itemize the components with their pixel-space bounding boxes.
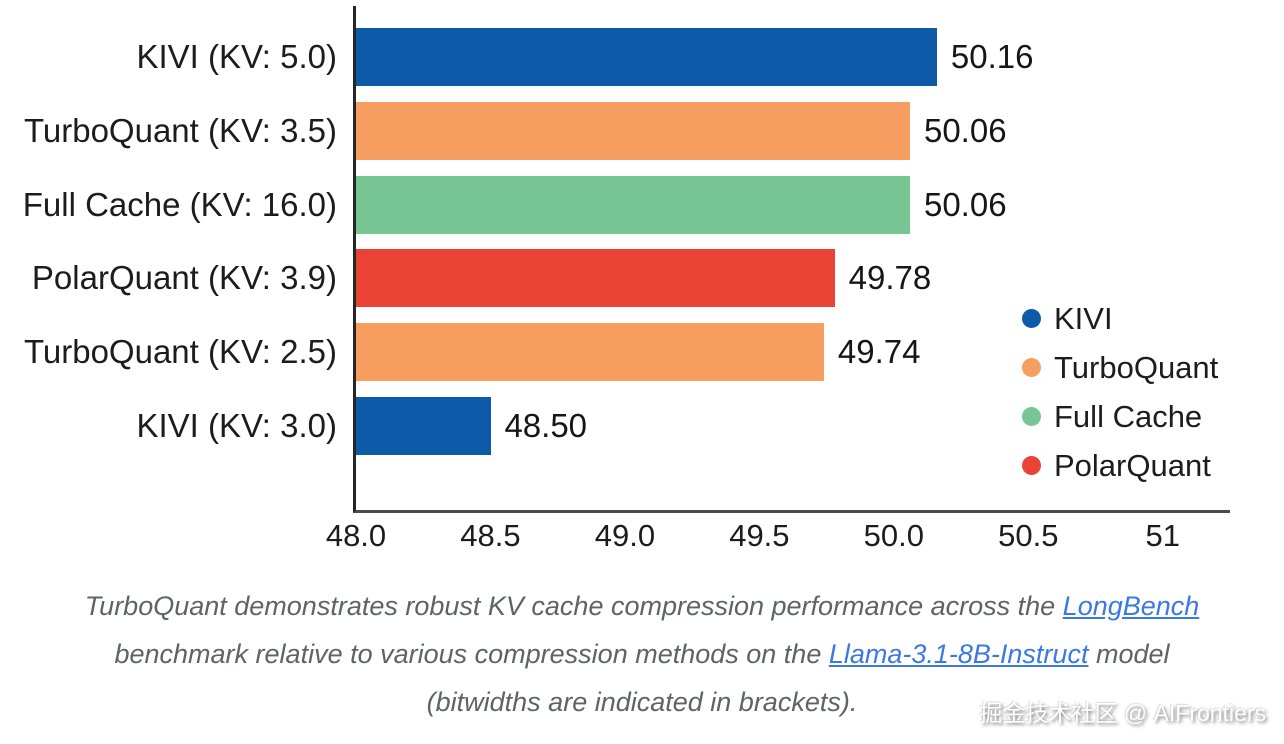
bar (356, 249, 835, 308)
y-axis-label: TurboQuant (KV: 3.5) (23, 111, 337, 149)
bar (356, 28, 937, 86)
x-axis-tick-label: 50.5 (998, 518, 1059, 553)
y-axis-label: KIVI (KV: 3.0) (136, 407, 337, 444)
y-axis-label: TurboQuant (KV: 2.5) (23, 333, 337, 371)
bar-value-label: 49.78 (848, 259, 932, 297)
legend-item: PolarQuant (1022, 441, 1218, 490)
legend-swatch-icon (1022, 358, 1041, 377)
caption-line: (bitwidths are indicated in brackets). (28, 678, 1256, 726)
legend-label: Full Cache (1054, 398, 1203, 434)
bar (356, 175, 910, 234)
bar-value-label: 48.50 (504, 407, 588, 444)
caption-link[interactable]: Llama-3.1-8B-Instruct (828, 639, 1089, 669)
legend-item: Full Cache (1022, 392, 1218, 441)
legend-swatch-icon (1022, 456, 1041, 475)
x-axis-tick-label: 48.0 (325, 518, 387, 553)
x-axis-tick-label: 51 (1145, 518, 1181, 553)
bar (356, 101, 910, 160)
x-axis-tick-label: 49.0 (594, 518, 656, 553)
legend-item: TurboQuant (1022, 343, 1218, 392)
caption-link[interactable]: LongBench (1062, 591, 1200, 621)
y-axis-label: KIVI (KV: 5.0) (136, 38, 337, 75)
plot-area: 50.16 50.06 50.06 49.78 49.74 48.50 (353, 6, 1230, 513)
legend-swatch-icon (1022, 309, 1041, 328)
caption-line: TurboQuant demonstrates robust KV cache … (28, 582, 1256, 630)
caption-text: TurboQuant demonstrates robust KV cache … (84, 591, 1063, 621)
legend-swatch-icon (1022, 407, 1041, 426)
figure-caption: TurboQuant demonstrates robust KV cache … (28, 582, 1256, 726)
x-axis-tick-label: 49.5 (729, 518, 790, 553)
caption-text: benchmark relative to various compressio… (114, 639, 829, 669)
legend-item: KIVI (1022, 294, 1218, 343)
bar-value-label: 49.74 (837, 333, 921, 371)
x-axis-tick-label: 50.0 (863, 518, 925, 553)
bar (356, 323, 824, 382)
y-axis-label: PolarQuant (KV: 3.9) (31, 259, 337, 297)
legend-label: TurboQuant (1054, 349, 1219, 385)
bar-value-label: 50.16 (950, 38, 1034, 75)
bar-value-label: 50.06 (923, 185, 1007, 223)
y-axis-label: Full Cache (KV: 16.0) (22, 185, 337, 223)
legend-label: KIVI (1054, 300, 1113, 336)
watermark-text: 掘金技术社区 @ AIFrontiers (979, 700, 1266, 726)
legend: KIVI TurboQuant Full Cache PolarQuant (1022, 294, 1218, 490)
x-axis-tick-label: 48.5 (460, 518, 521, 553)
caption-text: (bitwidths are indicated in brackets). (426, 687, 858, 717)
caption-text: model (1088, 639, 1170, 669)
legend-label: PolarQuant (1054, 447, 1211, 483)
bar (356, 397, 491, 455)
bar-value-label: 50.06 (923, 111, 1007, 149)
caption-line: benchmark relative to various compressio… (28, 630, 1256, 678)
